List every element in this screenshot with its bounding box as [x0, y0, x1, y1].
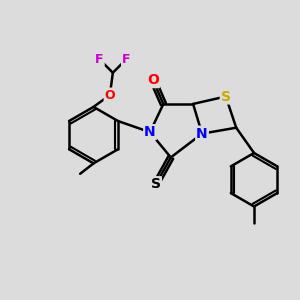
Text: N: N — [196, 127, 208, 141]
Text: S: S — [221, 89, 231, 103]
Text: S: S — [151, 177, 161, 191]
Text: N: N — [144, 125, 156, 139]
Text: O: O — [105, 88, 115, 101]
Text: F: F — [95, 53, 104, 66]
Text: O: O — [147, 73, 159, 87]
Text: F: F — [122, 53, 130, 66]
